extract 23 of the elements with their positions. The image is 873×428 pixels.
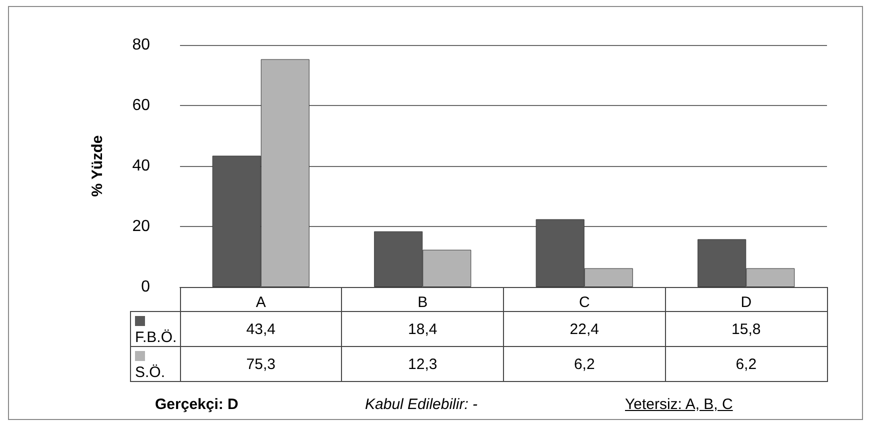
data-label: 12,3 <box>342 346 504 382</box>
y-tick-label: 40 <box>132 158 150 174</box>
legend-label: F.B.Ö. <box>130 312 180 346</box>
y-axis-title: % Yüzde <box>89 135 106 197</box>
data-label: 15,8 <box>665 312 827 346</box>
y-tick-label: 60 <box>132 97 150 114</box>
y-tick-label: 20 <box>132 218 150 235</box>
y-tick-label: 0 <box>141 278 150 296</box>
text: Kabul Edilebilir: - <box>365 396 478 413</box>
data-label: 18,4 <box>342 312 504 346</box>
data-label: 6,2 <box>504 346 666 382</box>
text: Gerçekçi: D <box>155 396 238 413</box>
y-tick-label: 80 <box>132 36 150 54</box>
data-label: 43,4 <box>180 312 342 346</box>
x-tick-label: D <box>740 294 752 311</box>
x-tick-label: B <box>418 294 428 311</box>
x-tick-label: A <box>256 294 266 311</box>
text: Yetersiz: A, B, C <box>625 396 733 413</box>
data-label: 75,3 <box>180 346 342 382</box>
legend-label: S.Ö. <box>130 346 180 382</box>
data-label: 6,2 <box>665 346 827 382</box>
x-tick-label: C <box>578 294 590 311</box>
data-label: 22,4 <box>504 312 666 346</box>
